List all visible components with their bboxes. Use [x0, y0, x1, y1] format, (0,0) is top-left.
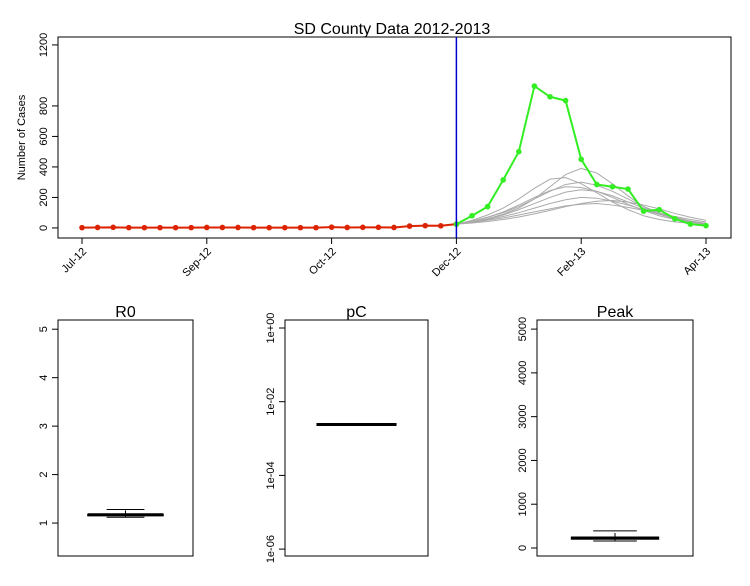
y-tick-label: 200 [38, 188, 50, 206]
series-point [313, 224, 319, 231]
series-point [328, 224, 335, 230]
y-tick-label: 600 [38, 127, 50, 145]
y-tick-label: 0 [517, 545, 529, 551]
series-point [235, 224, 241, 231]
plot-frame [57, 319, 194, 557]
series-point [282, 224, 288, 231]
series-point [266, 224, 273, 231]
simulation-line [456, 177, 707, 226]
y-tick-label: 1e-04 [265, 461, 277, 489]
y-tick-label: 4000 [517, 361, 529, 385]
series-point [344, 224, 351, 231]
plot-frame [536, 319, 694, 557]
y-tick-label: 1e-02 [265, 388, 277, 416]
y-tick-label: 2000 [517, 448, 529, 472]
series-point [219, 224, 226, 231]
series-point [297, 224, 304, 231]
series-point [656, 206, 662, 213]
y-tick-label: 400 [38, 158, 50, 176]
y-tick-label: 5 [38, 326, 50, 332]
series-point [640, 208, 647, 214]
y-tick-label: 0 [38, 225, 50, 231]
series-point [500, 177, 507, 183]
x-tick-label: Jul-12 [59, 246, 89, 276]
series-point [422, 222, 429, 229]
y-tick-label: 1000 [517, 492, 529, 516]
series-point [687, 221, 694, 227]
series-point [562, 97, 569, 104]
y-tick-label: 1e-06 [265, 535, 277, 563]
series-point [438, 222, 444, 229]
series-point [375, 224, 382, 231]
series-point [188, 224, 194, 231]
series-point [672, 215, 678, 222]
plot-frame [57, 36, 732, 239]
chart-title: R0 [115, 304, 136, 321]
y-tick-label: 2 [38, 472, 50, 478]
series-point [406, 223, 413, 229]
series-point [578, 156, 584, 163]
y-tick-label: 1200 [38, 33, 50, 57]
series-point [469, 212, 475, 219]
x-tick-label: Feb-13 [555, 246, 588, 279]
series-point [110, 224, 116, 231]
series-point [172, 224, 179, 231]
chart-title: pC [346, 304, 366, 321]
y-tick-label: 1 [38, 520, 50, 526]
x-tick-label: Dec-12 [430, 246, 464, 280]
series-point [204, 224, 210, 231]
x-tick-label: Apr-13 [681, 246, 713, 278]
series-point [360, 224, 366, 231]
simulation-line [456, 199, 707, 225]
y-tick-label: 5000 [517, 317, 529, 341]
chart-title: Peak [597, 304, 634, 321]
simulation-line [456, 196, 707, 225]
series-point [703, 222, 709, 229]
chart-title: SD County Data 2012-2013 [294, 21, 491, 38]
series-point [625, 186, 631, 192]
plot-frame [284, 319, 429, 557]
y-tick-label: 4 [38, 375, 50, 381]
simulation-line [456, 186, 707, 225]
series-point [157, 224, 163, 231]
series-point [126, 224, 132, 231]
y-tick-label: 3 [38, 423, 50, 429]
series-point [141, 224, 148, 231]
series-point [609, 183, 616, 190]
series-point [484, 203, 491, 210]
y-tick-label: 3000 [517, 404, 529, 428]
x-tick-label: Sep-12 [180, 246, 214, 280]
y-tick-label: 1e+00 [265, 313, 277, 344]
series-point [79, 224, 85, 231]
y-tick-label: 800 [38, 97, 50, 115]
series-point [594, 181, 600, 188]
series-point [516, 148, 522, 155]
simulation-line [456, 203, 707, 225]
series-point [250, 224, 257, 231]
series-point [547, 93, 553, 100]
x-tick-label: Oct-12 [307, 246, 339, 278]
y-axis-label: Number of Cases [16, 94, 28, 180]
series-point [391, 224, 397, 231]
series-point [94, 224, 101, 231]
series-point [531, 83, 538, 89]
